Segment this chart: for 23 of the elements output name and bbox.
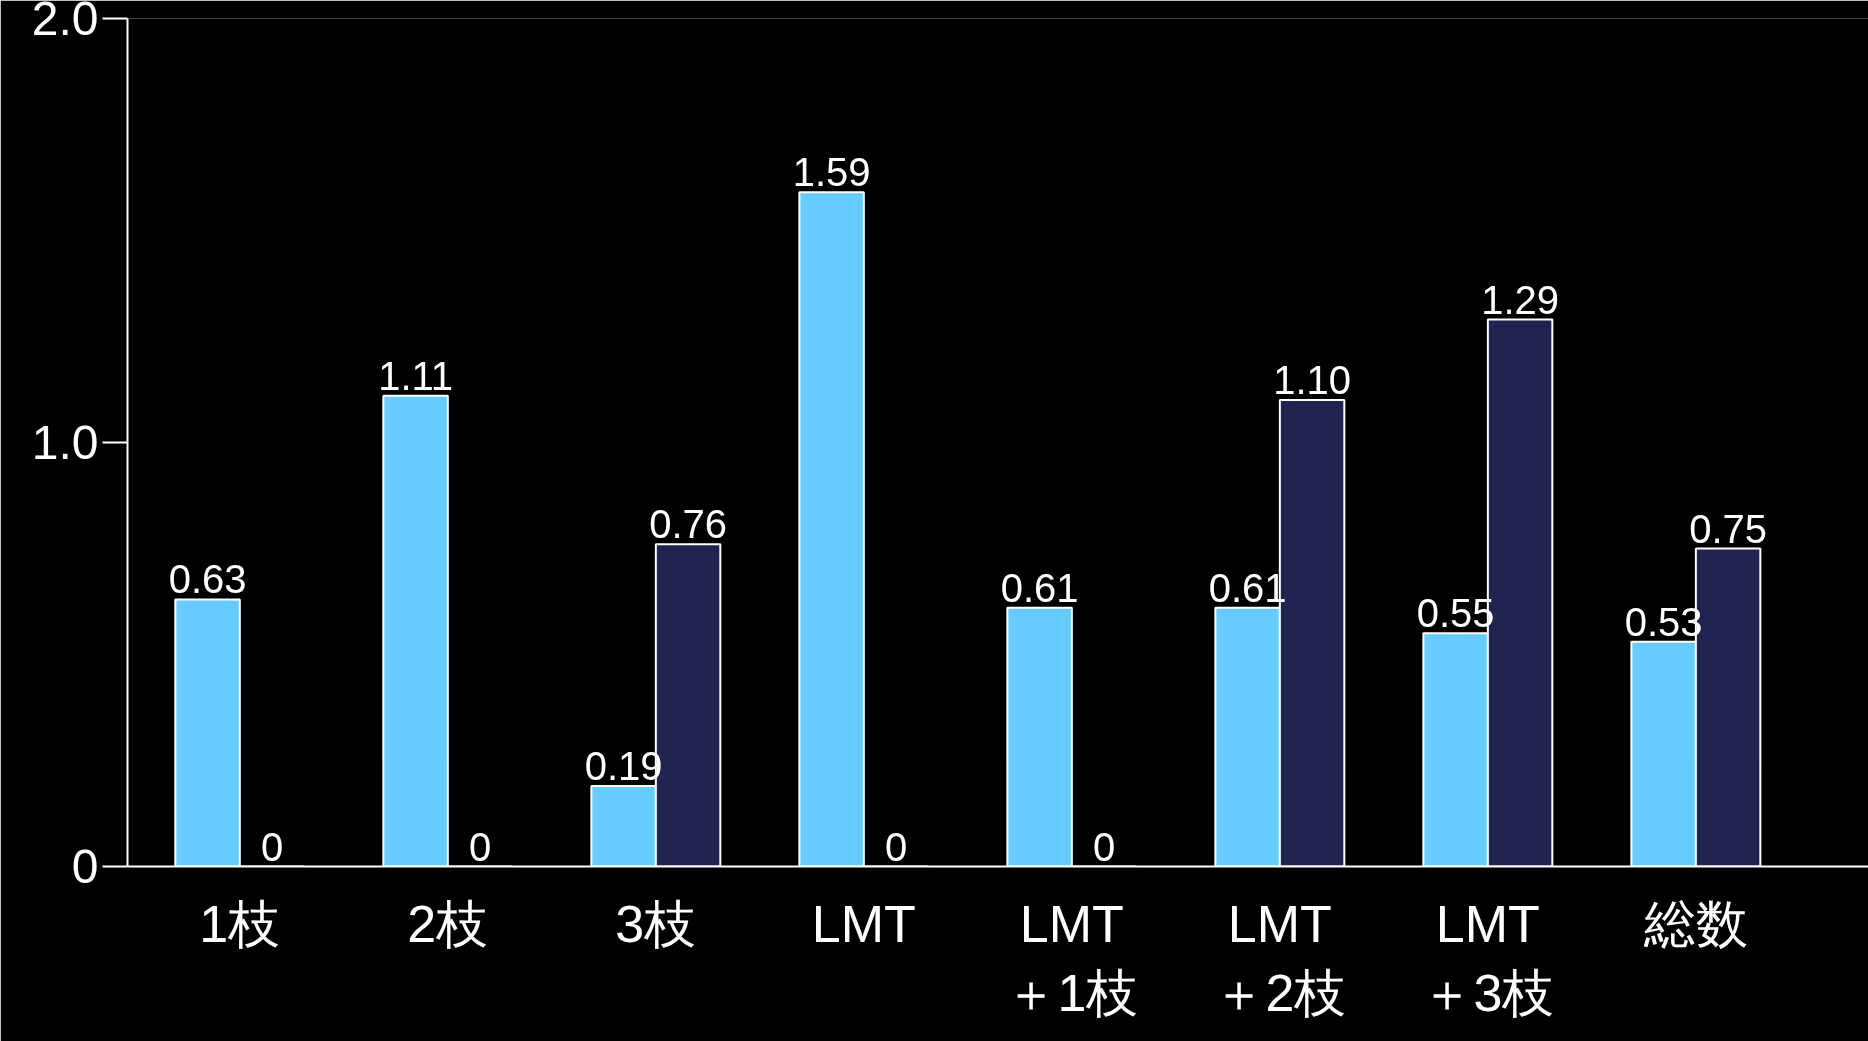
data-label: 0.76 <box>649 502 728 547</box>
data-label: 0 <box>884 824 908 869</box>
data-label: 0 <box>260 824 284 869</box>
data-label: 0.63 <box>168 557 247 602</box>
data-label: 1.59 <box>792 150 871 195</box>
data-label: 0.75 <box>1689 506 1768 551</box>
x-tick-label: LMT <box>811 894 916 953</box>
x-tick-label: LMT ＋2枝 <box>1213 894 1347 1023</box>
data-label: 1.10 <box>1273 358 1352 403</box>
x-tick-label: LMT ＋1枝 <box>1005 894 1139 1023</box>
x-tick-label: 1枝 <box>199 894 281 953</box>
x-tick-label: 3枝 <box>615 894 697 953</box>
data-label: 0 <box>1092 824 1116 869</box>
y-tick-label: 1.0 <box>31 416 99 469</box>
data-label: 0.61 <box>1000 565 1079 610</box>
data-label: 1.29 <box>1481 277 1560 322</box>
y-tick-label: 2.0 <box>31 0 99 45</box>
y-tick-label: 0 <box>71 840 99 893</box>
x-tick-label: 総数 <box>1642 894 1748 953</box>
data-label: 1.11 <box>378 353 454 398</box>
x-tick-label: 2枝 <box>407 894 489 953</box>
x-tick-label: LMT ＋3枝 <box>1421 894 1555 1023</box>
data-label: 0 <box>468 824 492 869</box>
